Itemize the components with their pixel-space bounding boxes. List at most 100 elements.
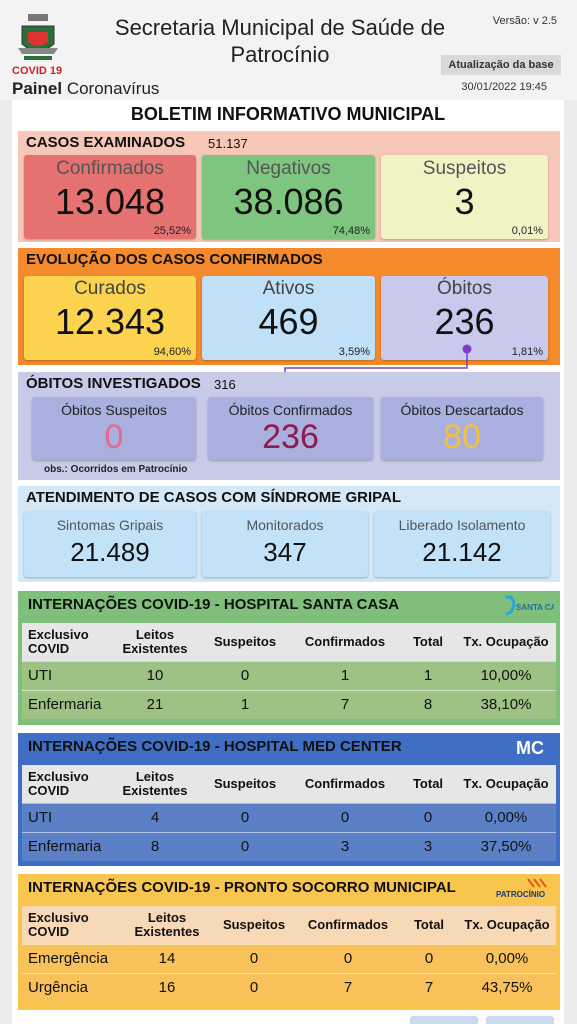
table-row[interactable]: Emergência 14 0 0 0 0,00% [22,943,556,973]
col-header: Tx. Ocupação [456,623,556,661]
card-label: Sintomas Gripais [56,517,164,533]
table-cell: Enfermaria [22,689,110,719]
painel-label: Painel Coronavírus [12,79,159,99]
table-row[interactable]: UTI 10 0 1 1 10,00% [22,660,556,690]
section-obitos-investigados: ÓBITOS INVESTIGADOS 316 Óbitos Suspeitos… [18,372,560,480]
table-cell: 37,50% [456,831,556,861]
covid-tag: COVID 19 [12,65,63,77]
card-percent: 25,52% [153,225,191,237]
card-value: 38.086 [233,181,344,222]
card-obitos-suspeitos[interactable]: Óbitos Suspeitos 0 [32,397,196,460]
table-cell: 0 [212,972,296,1002]
painel-rest: Coronavírus [62,79,160,98]
card-value: 21.142 [422,537,502,567]
col-header: Leitos Existentes [110,765,200,803]
table-row[interactable]: Urgência 16 0 7 7 43,75% [22,972,556,1002]
table-cell: 0,00% [458,943,556,973]
version-label: Versão: v 2.5 [492,15,557,27]
update-base-button[interactable]: Atualização da base [441,55,561,75]
hospital-table: Exclusivo COVID Leitos Existentes Suspei… [22,623,556,719]
table-cell: 7 [296,972,400,1002]
col-header: Confirmados [290,765,400,803]
card-percent: 0,01% [511,225,543,237]
santa-casa-logo: SANTA CASA [502,594,568,616]
table-cell: Urgência [22,972,122,1002]
hospital-med-center-panel: INTERNAÇÕES COVID-19 - HOSPITAL MED CENT… [18,733,560,866]
card-label: Ativos [262,278,315,299]
card-value: 21.489 [70,537,150,567]
card-suspeitos[interactable]: Suspeitos 3 0,01% [381,155,548,239]
table-cell: 38,10% [456,689,556,719]
card-label: Negativos [246,158,331,179]
card-value: 80 [443,418,481,456]
table-cell: 8 [110,831,200,861]
card-negativos[interactable]: Negativos 38.086 74,48% [202,155,375,239]
card-percent: 94,60% [153,346,191,358]
section-title: ATENDIMENTO DE CASOS COM SÍNDROME GRIPAL [26,489,402,506]
bottom-nav-button[interactable] [486,1016,554,1024]
col-header: Leitos Existentes [122,906,212,944]
card-percent: 74,48% [332,225,370,237]
table-cell: 0 [200,660,290,690]
app-header: COVID 19 Painel Coronavírus Secretaria M… [0,0,577,100]
card-value: 0 [104,418,124,456]
card-liberado-isolamento[interactable]: Liberado Isolamento 21.142 [374,511,550,577]
table-row[interactable]: Enfermaria 8 0 3 3 37,50% [22,831,556,861]
table-cell: UTI [22,802,110,832]
card-value: 236 [434,301,495,342]
table-cell: 0,00% [456,802,556,832]
col-header: Total [400,906,458,944]
table-cell: 16 [122,972,212,1002]
table-cell: 7 [400,972,458,1002]
card-obitos-confirmados[interactable]: Óbitos Confirmados 236 [208,397,373,460]
table-cell: Enfermaria [22,831,110,861]
logo-text: SANTA CASA [516,603,554,612]
col-header: Suspeitos [200,765,290,803]
table-cell: 0 [290,802,400,832]
card-label: Óbitos Descartados [400,402,524,418]
table-cell: Emergência [22,943,122,973]
hospital-title: INTERNAÇÕES COVID-19 - HOSPITAL MED CENT… [28,738,402,755]
card-curados[interactable]: Curados 12.343 94,60% [24,276,196,360]
table-cell: 1 [290,660,400,690]
painel-bold: Painel [12,79,63,98]
card-label: Óbitos [437,278,492,299]
card-value: 347 [263,537,307,567]
col-header: Exclusivo COVID [22,765,110,803]
card-label: Óbitos Suspeitos [61,402,167,418]
card-percent: 1,81% [511,346,543,358]
card-ativos[interactable]: Ativos 469 3,59% [202,276,375,360]
card-label: Confirmados [56,158,164,179]
table-cell: 0 [296,943,400,973]
table-cell: 1 [200,689,290,719]
card-label: Curados [74,278,146,299]
card-label: Suspeitos [422,158,507,179]
card-percent: 3,59% [338,346,370,358]
card-value: 469 [258,301,319,342]
section-title: ÓBITOS INVESTIGADOS [26,375,201,392]
card-obitos-descartados[interactable]: Óbitos Descartados 80 [381,397,543,460]
section-total: 51.137 [208,136,248,151]
table-row[interactable]: Enfermaria 21 1 7 8 38,10% [22,689,556,719]
table-cell: 10 [110,660,200,690]
card-value: 236 [262,418,319,456]
col-header: Confirmados [290,623,400,661]
hospital-santa-casa-panel: INTERNAÇÕES COVID-19 - HOSPITAL SANTA CA… [18,591,568,725]
med-center-logo: MC [514,736,554,758]
section-total: 316 [214,377,236,392]
card-monitorados[interactable]: Monitorados 347 [202,511,368,577]
col-header: Confirmados [296,906,400,944]
bottom-nav-button[interactable] [410,1016,478,1024]
card-label: Óbitos Confirmados [228,402,353,418]
table-row[interactable]: UTI 4 0 0 0 0,00% [22,802,556,832]
table-cell: 0 [200,802,290,832]
card-confirmados[interactable]: Confirmados 13.048 25,52% [24,155,196,239]
card-label: Monitorados [246,517,324,533]
table-cell: 0 [400,802,456,832]
section-evolucao: EVOLUÇÃO DOS CASOS CONFIRMADOS Curados 1… [18,248,560,365]
card-sintomas-gripais[interactable]: Sintomas Gripais 21.489 [24,511,196,577]
col-header: Exclusivo COVID [22,623,110,661]
card-obitos[interactable]: Óbitos 236 1,81% [381,276,548,360]
table-cell: 21 [110,689,200,719]
card-value: 3 [454,181,475,222]
